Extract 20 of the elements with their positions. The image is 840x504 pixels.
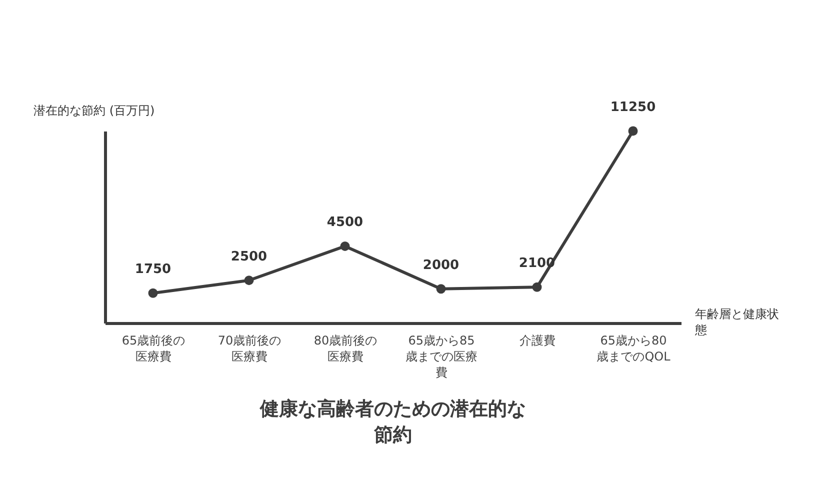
point — [340, 241, 350, 251]
data-label: 4500 — [326, 215, 364, 230]
point — [628, 126, 638, 136]
point — [532, 282, 542, 292]
data-label: 11250 — [610, 100, 656, 115]
x-tick-label: 70歳前後の医療費 — [218, 334, 282, 364]
data-label: 1750 — [134, 262, 172, 278]
text: 健康な高齢者のための潜在的な節約 — [259, 398, 526, 446]
x-axis-title: 年齢層と健康状態 — [694, 307, 779, 337]
data-label: 2500 — [230, 249, 268, 264]
x-tick-label: 介護費 — [520, 334, 556, 348]
point — [244, 276, 254, 286]
x-tick-label: 80歳前後の医療費 — [314, 334, 378, 364]
x-tick-label: 65歳から85歳までの医療費 — [406, 334, 478, 380]
data-label: 2000 — [422, 258, 460, 273]
x-tick-label: 65歳から80歳までのQOL — [596, 334, 671, 364]
point — [148, 288, 158, 298]
point — [436, 284, 446, 294]
y-axis-title: 潜在的な節約 (百万円) — [34, 104, 155, 118]
x-tick-label: 65歳前後の医療費 — [122, 334, 186, 364]
